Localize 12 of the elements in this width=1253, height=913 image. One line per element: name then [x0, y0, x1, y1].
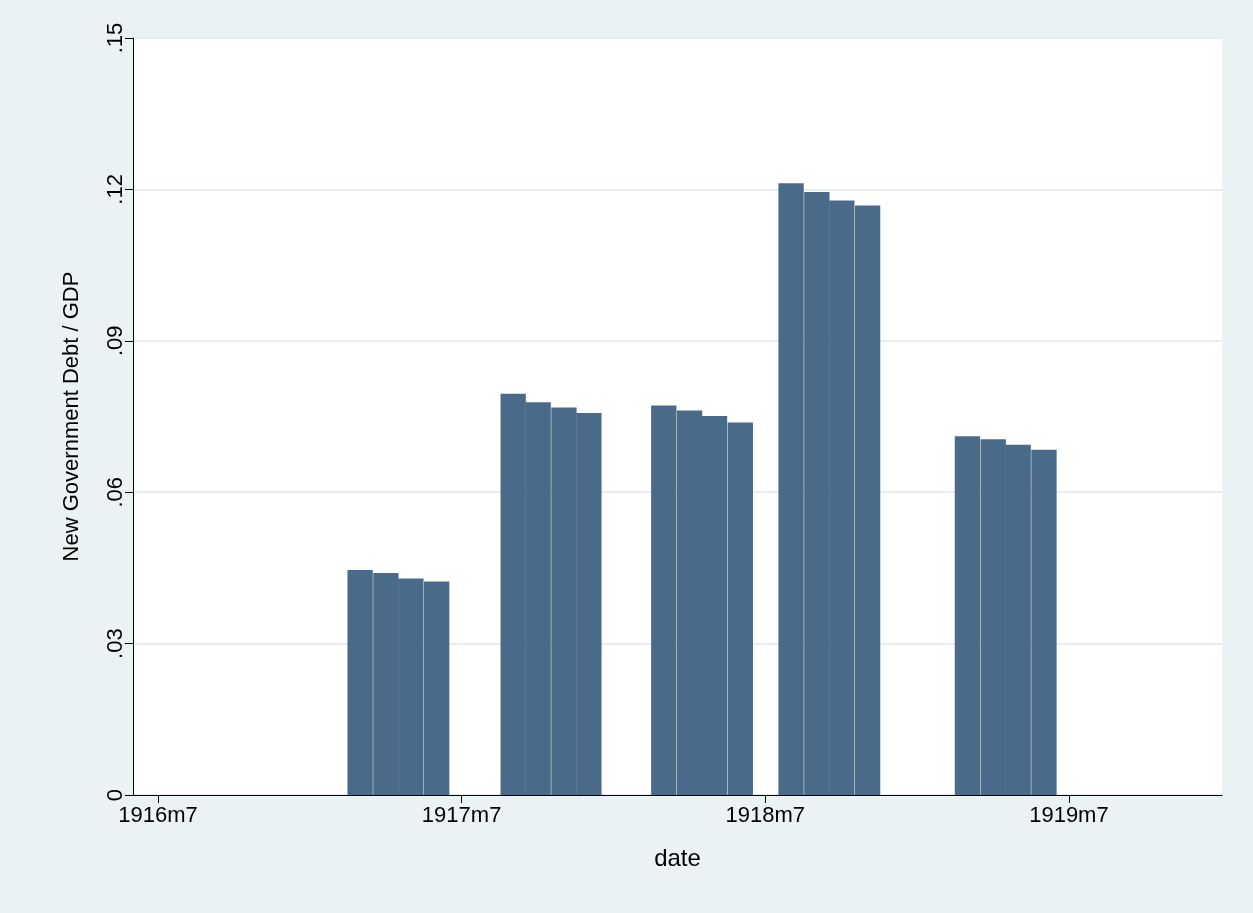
x-tick-label: 1919m7: [1029, 801, 1109, 827]
y-tick-label: .09: [101, 325, 127, 357]
y-tick-label: .12: [101, 174, 127, 205]
y-tick-label: .06: [101, 476, 127, 508]
x-tick-label: 1918m7: [725, 801, 806, 827]
y-tick-label: 0: [101, 788, 127, 802]
x-tick-label: 1917m7: [421, 801, 502, 827]
y-tick-label: .15: [101, 22, 127, 54]
x-tick-label: 1916m7: [118, 801, 198, 827]
y-tick-label: .03: [101, 628, 127, 659]
x-axis-title: date: [654, 843, 701, 871]
y-axis-title: New Government Debt / GDP: [57, 271, 83, 562]
